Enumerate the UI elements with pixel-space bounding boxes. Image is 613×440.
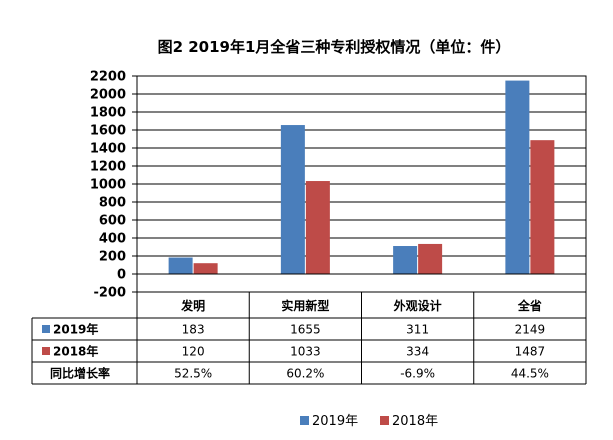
row-legend-marker (42, 347, 50, 355)
legend-label-1: 2019年 (312, 414, 358, 429)
chart-title: 图2 2019年1月全省三种专利授权情况（单位：件） (158, 38, 511, 56)
x-category-label: 发明 (180, 298, 205, 313)
table-cell: 2149 (515, 323, 546, 337)
bar-series-2 (530, 140, 555, 274)
gridlines (136, 75, 587, 293)
table-cell: 311 (406, 323, 429, 337)
bar-series-2 (418, 243, 443, 274)
legend-label-2: 2018年 (392, 414, 438, 429)
bar-series-2 (305, 181, 330, 274)
y-tick-label: 2200 (90, 70, 126, 85)
bar-series-1 (168, 257, 193, 274)
table-cell: 120 (182, 345, 205, 359)
y-tick-label: 1200 (90, 160, 126, 175)
y-tick-label: -200 (93, 286, 126, 301)
y-tick-label: 200 (99, 250, 126, 265)
x-category-label: 全省 (517, 298, 542, 313)
y-tick-label: 1400 (90, 142, 126, 157)
y-tick-label: 2000 (90, 88, 126, 103)
table-cell: -6.9% (400, 367, 435, 381)
bar-series-1 (505, 80, 530, 274)
bar-series-2 (193, 263, 218, 274)
table-cell: 44.5% (511, 367, 549, 381)
table-cell: 1033 (290, 345, 321, 359)
x-category-label: 外观设计 (394, 298, 442, 313)
table-cell: 1487 (515, 345, 546, 359)
y-tick-label: 1600 (90, 124, 126, 139)
x-category-label: 实用新型 (281, 298, 329, 313)
bars (168, 80, 555, 274)
legend-swatch-2 (380, 416, 389, 425)
table-cell: 60.2% (286, 367, 324, 381)
data-table: 发明 实用新型 外观设计 全省 2019年 183 1655 311 2149 2018年 120 1… (31, 292, 587, 385)
row-label: 2018年 (53, 344, 98, 359)
y-tick-label: 1800 (90, 106, 126, 121)
table-cell: 183 (182, 323, 205, 337)
bar-series-1 (280, 125, 305, 274)
y-tick-label: 800 (99, 196, 126, 211)
row-label: 同比增长率 (50, 366, 110, 381)
row-legend-marker (42, 325, 50, 333)
row-label: 2019年 (53, 322, 98, 337)
bar-series-1 (393, 246, 418, 274)
y-tick-label: 1000 (90, 178, 126, 193)
y-tick-label: 600 (99, 214, 126, 229)
table-cell: 52.5% (174, 367, 212, 381)
y-axis: -200 0 200 400 600 800 1000 1200 1400 1600 1800 200… (90, 70, 586, 301)
table-cell: 1655 (290, 323, 321, 337)
table-cell: 334 (406, 345, 429, 359)
y-tick-label: 400 (99, 232, 126, 247)
y-tick-label: 0 (117, 268, 126, 283)
legend: 2019年 2018年 (300, 414, 438, 429)
legend-swatch-1 (300, 416, 309, 425)
